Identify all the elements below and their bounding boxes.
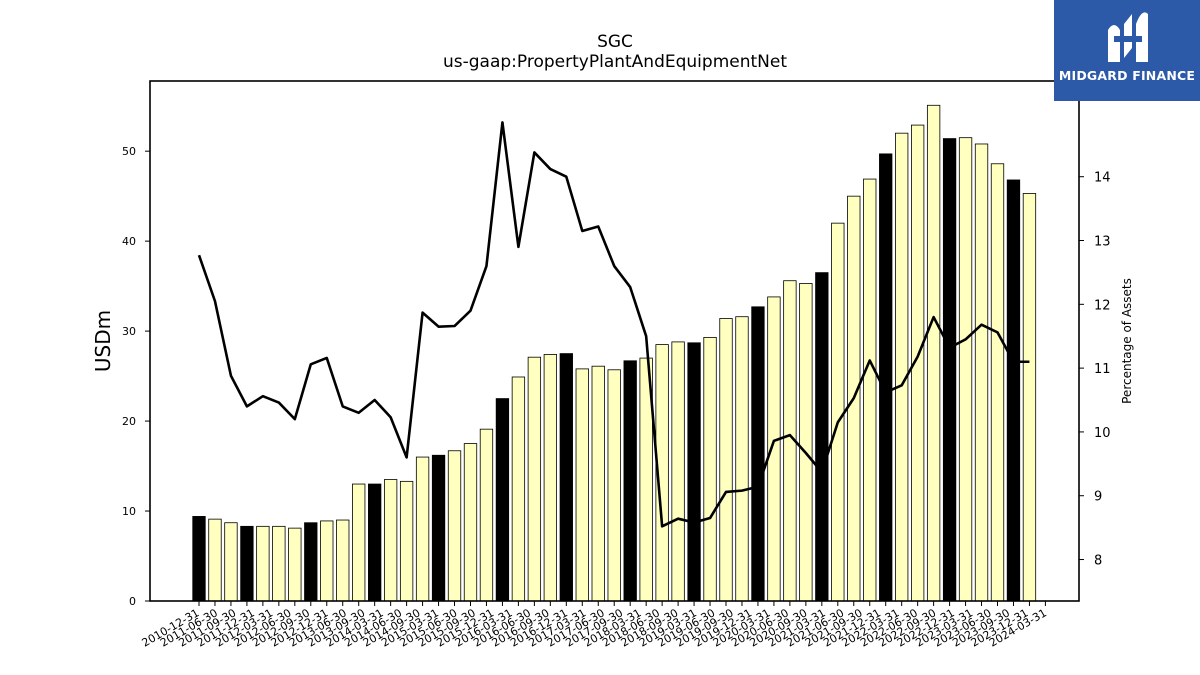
bar	[399, 480, 414, 602]
x-axis: 2010-12-312011-06-302011-09-302011-12-31…	[140, 601, 1049, 650]
bar	[703, 336, 717, 602]
y2-tick-label: 14	[1094, 171, 1111, 186]
y2-tick-label: 13	[1094, 235, 1111, 250]
bar	[942, 138, 957, 602]
bar	[368, 483, 382, 602]
bar	[735, 316, 749, 602]
bar	[304, 522, 318, 602]
bar	[623, 360, 637, 602]
bar	[383, 479, 398, 602]
bar	[208, 518, 222, 602]
y2-tick-label: 10	[1094, 426, 1111, 441]
bar	[719, 318, 733, 602]
bar	[543, 354, 557, 602]
bar	[240, 525, 254, 602]
right-y-axis: 8 9 10 11 12 13 14	[1079, 171, 1111, 569]
chart-subtitle: us-gaap:PropertyPlantAndEquipmentNet	[443, 52, 787, 72]
bar	[495, 398, 510, 602]
bar	[431, 454, 446, 602]
bar	[879, 153, 893, 602]
bar	[463, 443, 478, 602]
bar	[831, 222, 845, 602]
y2-tick-label: 8	[1094, 554, 1102, 569]
bar	[687, 342, 701, 602]
y-axis-label: USDm	[91, 310, 115, 372]
y2-tick-label: 11	[1094, 362, 1111, 377]
left-y-axis: 0 10 20 30 40 50	[122, 145, 150, 608]
bar-series	[192, 104, 1037, 602]
bar	[607, 369, 621, 602]
bar	[527, 356, 542, 602]
bar	[511, 376, 526, 602]
bar	[1022, 193, 1037, 602]
bar	[575, 368, 589, 602]
bar	[974, 143, 989, 602]
bar	[767, 296, 781, 602]
bar	[863, 178, 877, 602]
bar	[288, 527, 302, 602]
midgard-finance-logo: MIDGARD FINANCE	[1054, 0, 1200, 101]
y-tick-label: 50	[122, 145, 136, 158]
bar	[751, 306, 765, 602]
bar	[352, 483, 366, 602]
y-tick-label: 10	[122, 505, 136, 518]
bar	[559, 353, 573, 602]
y2-axis-label: Percentage of Assets	[1120, 278, 1134, 404]
logo-text: MIDGARD FINANCE	[1058, 68, 1196, 83]
bar	[1006, 179, 1021, 602]
bar	[224, 522, 238, 602]
y-tick-label: 0	[129, 595, 136, 608]
bar	[799, 283, 813, 602]
bar	[591, 365, 605, 602]
bar	[272, 525, 286, 602]
bar	[415, 456, 430, 602]
y-tick-label: 20	[122, 415, 136, 428]
chart-title: SGC	[597, 32, 633, 52]
y2-tick-label: 9	[1094, 490, 1102, 505]
bar	[926, 104, 941, 602]
bar	[815, 272, 829, 602]
bar	[447, 450, 462, 602]
midgard-m-logo-icon	[1108, 12, 1148, 62]
y-tick-label: 30	[122, 325, 136, 338]
bar	[671, 341, 685, 602]
bar	[256, 525, 270, 602]
bar	[336, 519, 350, 602]
bar	[479, 428, 494, 602]
bar	[192, 516, 206, 602]
bar	[990, 163, 1005, 602]
percentage-of-assets-line	[197, 121, 1030, 528]
y2-tick-label: 12	[1094, 298, 1111, 313]
bar	[958, 137, 973, 602]
bar	[320, 520, 334, 602]
y-tick-label: 40	[122, 235, 136, 248]
bar	[895, 132, 909, 602]
